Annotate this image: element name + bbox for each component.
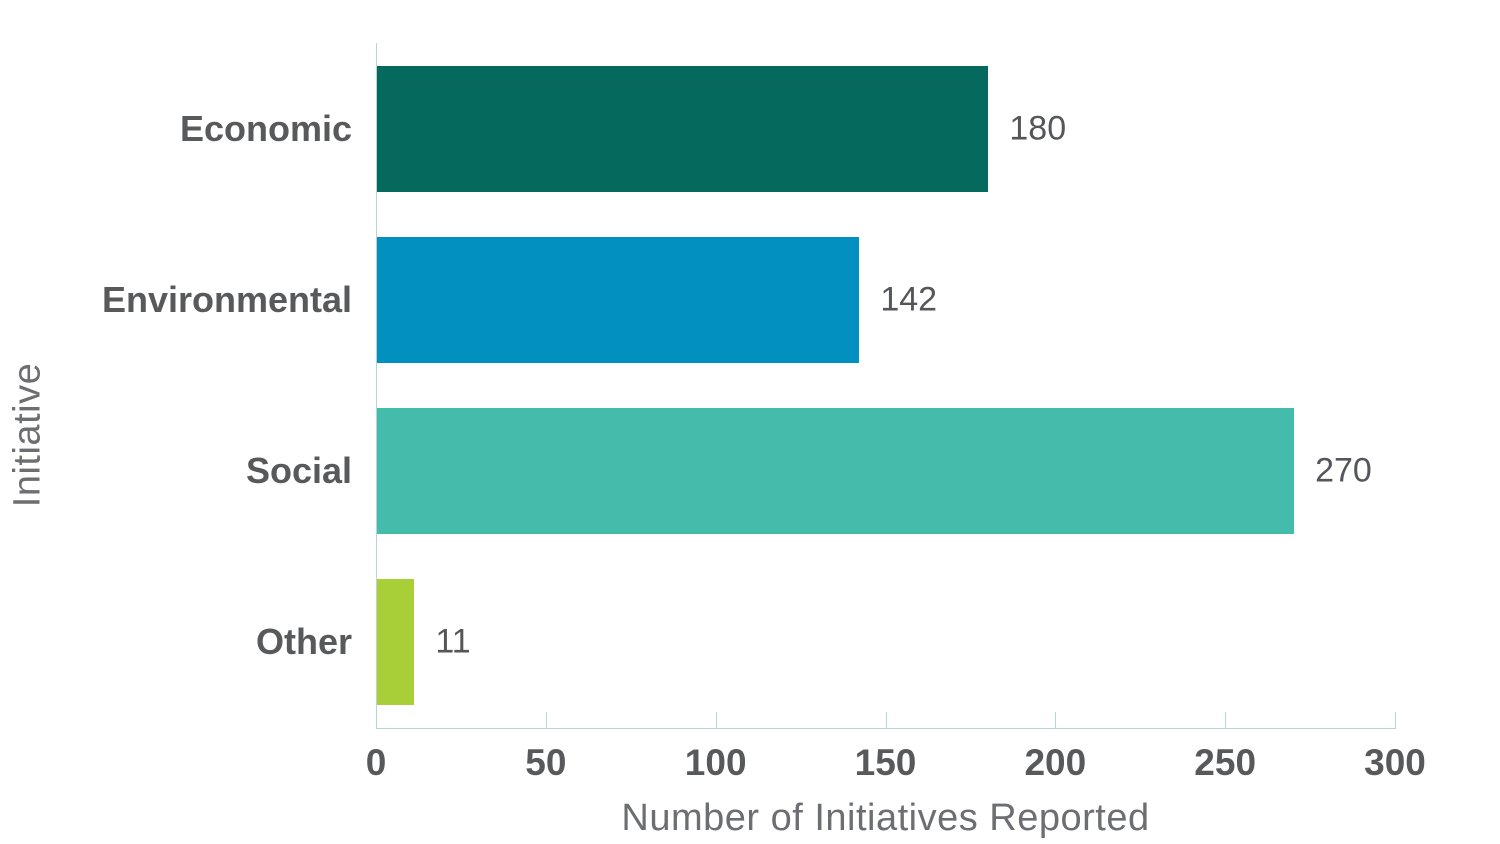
x-tick-label-300: 300 bbox=[1364, 742, 1426, 783]
category-label-other: Other bbox=[255, 621, 352, 663]
x-tick-label-100: 100 bbox=[684, 742, 747, 783]
x-tick-label-0: 0 bbox=[365, 742, 387, 783]
bar-environmental bbox=[377, 236, 860, 363]
category-label-environmental: Environmental bbox=[101, 278, 352, 320]
x-tick-300 bbox=[1395, 712, 1396, 728]
x-tick-label-250: 250 bbox=[1194, 742, 1257, 783]
value-label-environmental: 142 bbox=[880, 280, 938, 319]
x-axis-title: Number of Initiatives Reported bbox=[621, 797, 1150, 839]
x-tick-label-150: 150 bbox=[854, 742, 917, 783]
x-tick-100 bbox=[715, 712, 717, 728]
value-label-social: 270 bbox=[1315, 451, 1372, 490]
bar-other bbox=[377, 579, 415, 706]
bar-economic bbox=[377, 65, 989, 192]
x-tick-200 bbox=[1055, 712, 1057, 728]
x-tick-50 bbox=[545, 712, 547, 728]
value-label-other: 11 bbox=[435, 622, 471, 661]
category-label-economic: Economic bbox=[179, 107, 352, 149]
x-tick-250 bbox=[1225, 712, 1227, 728]
category-label-social: Social bbox=[245, 450, 352, 492]
plot-area bbox=[376, 43, 1396, 729]
value-label-economic: 180 bbox=[1009, 109, 1067, 148]
x-tick-150 bbox=[885, 712, 887, 728]
x-tick-label-50: 50 bbox=[525, 742, 567, 783]
x-tick-label-200: 200 bbox=[1024, 742, 1087, 783]
bar-social bbox=[377, 408, 1295, 535]
